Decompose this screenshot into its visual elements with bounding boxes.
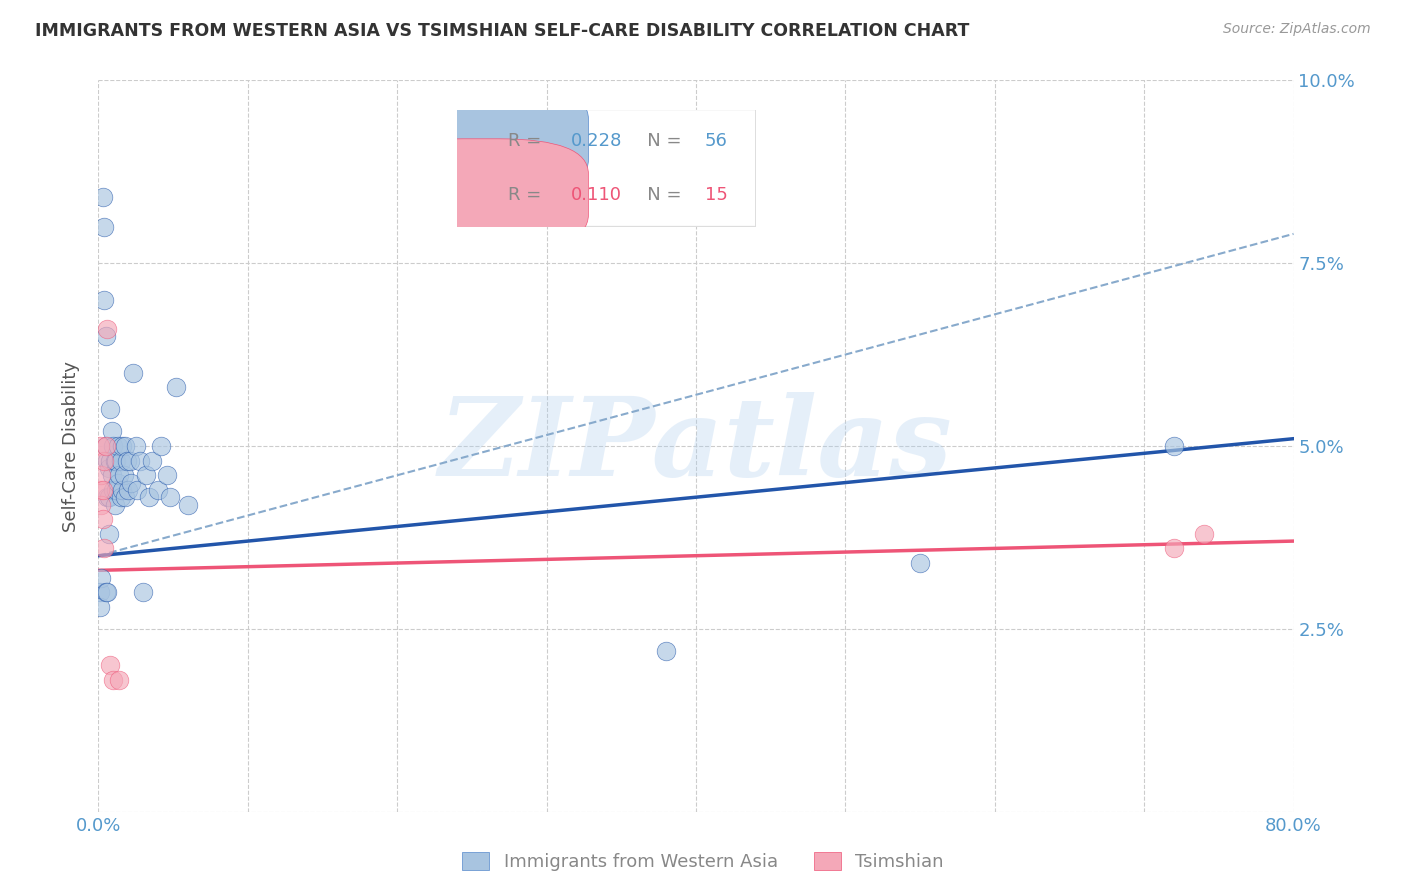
Point [94, 585, 117, 599]
Point [138, 490, 160, 504]
Text: ZIPatlas: ZIPatlas [439, 392, 953, 500]
Point [150, 439, 173, 453]
Point [96, 322, 118, 336]
Point [118, 453, 141, 467]
Point [111, 439, 134, 453]
Point [141, 453, 163, 467]
Point [165, 380, 187, 394]
Point [115, 453, 138, 467]
Point [103, 673, 125, 687]
Point [177, 498, 200, 512]
Legend: Immigrants from Western Asia, Tsimshian: Immigrants from Western Asia, Tsimshian [456, 845, 950, 879]
Point [91, 483, 114, 497]
Point [90, 571, 112, 585]
Point [135, 468, 157, 483]
Point [655, 644, 678, 658]
Point [129, 453, 152, 467]
Point [98, 402, 122, 417]
Point [104, 498, 127, 512]
Point [105, 483, 128, 497]
Point [89, 439, 111, 453]
Point [107, 475, 129, 490]
Point [97, 490, 120, 504]
Point [103, 439, 125, 453]
Point [89, 483, 111, 497]
Point [108, 673, 131, 687]
Point [159, 490, 181, 504]
Point [104, 453, 127, 467]
Point [89, 599, 111, 614]
Point [93, 453, 115, 467]
Text: Source: ZipAtlas.com: Source: ZipAtlas.com [1223, 22, 1371, 37]
Point [120, 475, 142, 490]
Point [91, 190, 114, 204]
Point [98, 453, 122, 467]
Point [96, 490, 118, 504]
Y-axis label: Self-Care Disability: Self-Care Disability [62, 360, 80, 532]
Point [107, 439, 129, 453]
Point [94, 329, 117, 343]
Point [94, 439, 117, 453]
Point [108, 468, 131, 483]
Point [110, 490, 132, 504]
Point [132, 585, 155, 599]
Point [90, 498, 112, 512]
Point [121, 366, 143, 380]
Point [1163, 541, 1185, 556]
Point [94, 439, 117, 453]
Point [89, 585, 111, 599]
Point [148, 483, 170, 497]
Point [91, 512, 114, 526]
Point [105, 453, 128, 467]
Point [114, 490, 136, 504]
Point [117, 483, 139, 497]
Point [93, 219, 115, 234]
Point [908, 556, 931, 570]
Point [101, 468, 124, 483]
Point [93, 541, 115, 556]
Point [98, 658, 122, 673]
Point [96, 453, 118, 467]
Point [125, 439, 148, 453]
Point [1163, 439, 1185, 453]
Point [127, 483, 149, 497]
Text: IMMIGRANTS FROM WESTERN ASIA VS TSIMSHIAN SELF-CARE DISABILITY CORRELATION CHART: IMMIGRANTS FROM WESTERN ASIA VS TSIMSHIA… [35, 22, 970, 40]
Point [1192, 526, 1215, 541]
Point [101, 425, 124, 439]
Point [112, 468, 135, 483]
Point [111, 483, 134, 497]
Point [96, 585, 118, 599]
Point [97, 461, 120, 475]
Point [97, 526, 120, 541]
Point [93, 293, 115, 307]
Point [110, 453, 132, 467]
Point [103, 483, 125, 497]
Point [114, 439, 136, 453]
Point [156, 468, 179, 483]
Point [90, 468, 112, 483]
